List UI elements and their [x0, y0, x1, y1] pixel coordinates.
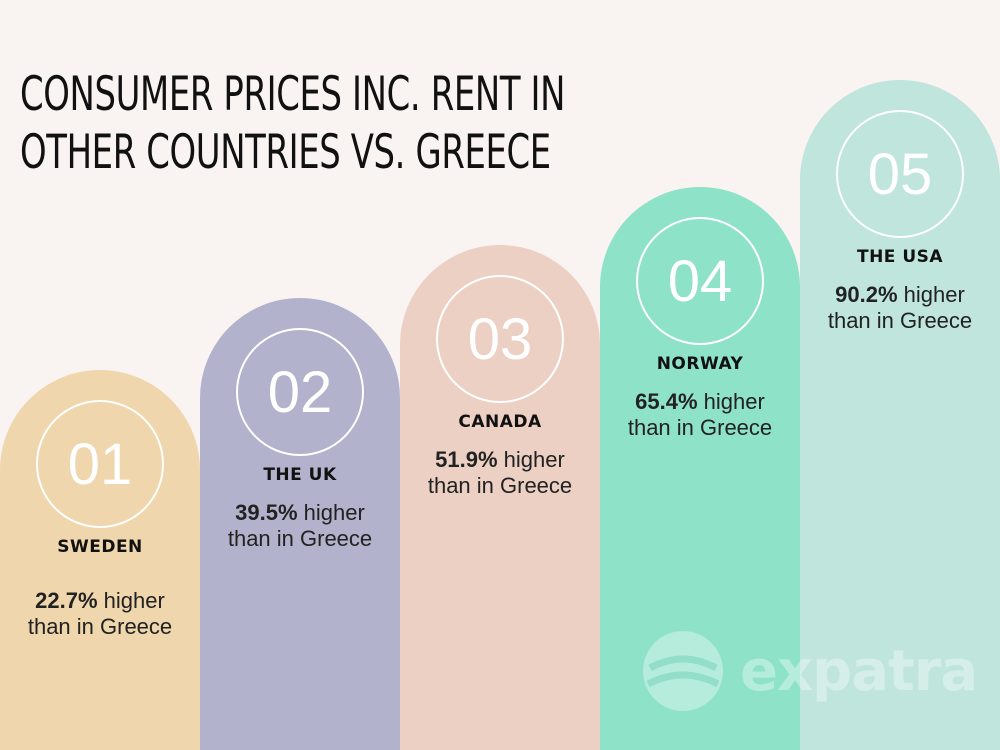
value-line2: than in Greece: [227, 526, 373, 551]
value-label: 51.9%: [435, 447, 498, 472]
country-label: CANADA: [458, 412, 542, 432]
value-label: 90.2%: [835, 282, 898, 307]
value-suffix: higher: [697, 389, 765, 414]
title-line-2: OTHER COUNTRIES VS. GREECE: [20, 125, 551, 180]
rank-circle: 03: [436, 275, 564, 403]
watermark-text: expatra: [740, 638, 978, 704]
bar-the-usa: 05 THE USA 90.2% higher than in Greece: [800, 80, 1000, 750]
rank-circle: 05: [836, 110, 964, 238]
globe-icon: [643, 631, 723, 711]
value-line2: than in Greece: [827, 308, 973, 333]
bar-the-uk: 02 THE UK 39.5% higher than in Greece: [200, 298, 400, 750]
value-label: 39.5%: [235, 500, 298, 525]
value-suffix: higher: [897, 282, 965, 307]
country-label: THE UK: [263, 465, 337, 485]
value-description: 90.2% higher than in Greece: [800, 282, 1000, 334]
value-description: 65.4% higher than in Greece: [600, 389, 800, 441]
country-label: THE USA: [856, 247, 944, 267]
value-line2: than in Greece: [427, 473, 573, 498]
value-label: 22.7%: [35, 588, 98, 613]
value-suffix: higher: [297, 500, 365, 525]
bar-sweden: 01 SWEDEN 22.7% higher than in Greece: [0, 370, 200, 750]
country-label: NORWAY: [656, 354, 744, 374]
value-description: 39.5% higher than in Greece: [200, 500, 400, 552]
rank-circle: 02: [236, 328, 364, 456]
country-label: SWEDEN: [57, 537, 143, 557]
value-description: 51.9% higher than in Greece: [400, 447, 600, 499]
value-description: 22.7% higher than in Greece: [0, 588, 200, 640]
bar-norway: 04 NORWAY 65.4% higher than in Greece: [600, 187, 800, 750]
rank-circle: 04: [636, 217, 764, 345]
value-suffix: higher: [497, 447, 565, 472]
value-suffix: higher: [97, 588, 165, 613]
rank-circle: 01: [36, 400, 164, 528]
value-label: 65.4%: [635, 389, 698, 414]
watermark: expatra: [640, 628, 978, 714]
bar-canada: 03 CANADA 51.9% higher than in Greece: [400, 245, 600, 750]
title-line-1: CONSUMER PRICES INC. RENT IN: [20, 67, 566, 122]
value-line2: than in Greece: [627, 415, 773, 440]
chart-title: CONSUMER PRICES INC. RENT IN OTHER COUNT…: [20, 66, 565, 182]
value-line2: than in Greece: [27, 614, 173, 639]
